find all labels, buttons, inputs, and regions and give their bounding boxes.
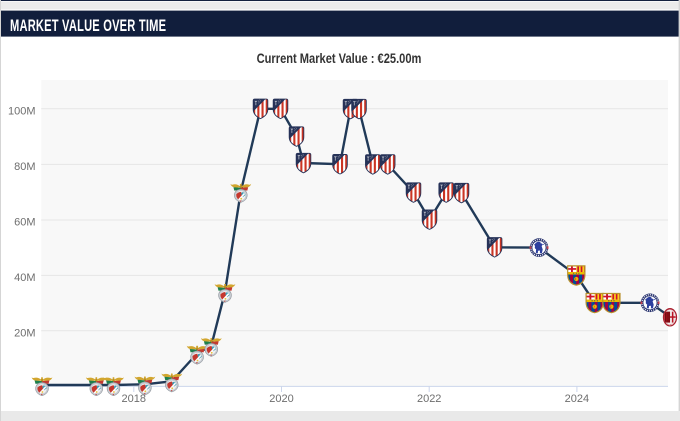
svg-text:Current Market Value : €25.00m: Current Market Value : €25.00m <box>257 51 422 67</box>
svg-text:2024: 2024 <box>565 393 589 405</box>
svg-text:2020: 2020 <box>269 393 293 405</box>
svg-text:2018: 2018 <box>122 393 146 405</box>
svg-text:60M: 60M <box>14 217 35 229</box>
svg-text:2022: 2022 <box>417 393 441 405</box>
svg-text:80M: 80M <box>14 161 35 173</box>
svg-text:20M: 20M <box>14 328 35 340</box>
svg-text:40M: 40M <box>14 272 35 284</box>
svg-text:100M: 100M <box>8 106 36 118</box>
svg-text:MARKET VALUE OVER TIME: MARKET VALUE OVER TIME <box>10 17 166 36</box>
